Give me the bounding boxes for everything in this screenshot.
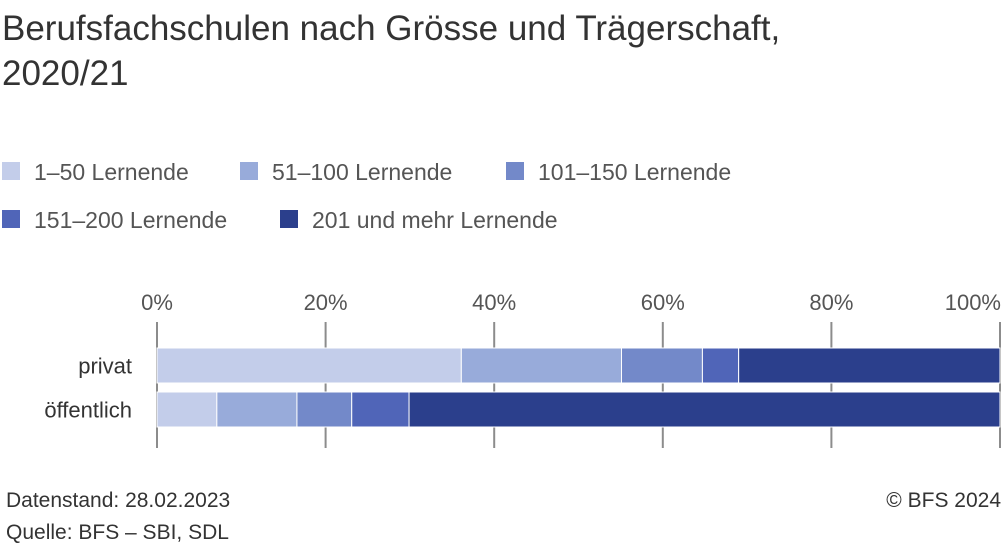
legend-swatch	[2, 210, 20, 228]
bar-segment	[738, 347, 1001, 384]
legend-label: 1–50 Lernende	[34, 159, 189, 185]
x-tick-label: 100%	[945, 290, 1001, 315]
chart-title-line: 2020/21	[2, 54, 129, 93]
bar-segment	[156, 391, 218, 428]
chart-title-line: Berufsfachschulen nach Grösse und Träger…	[2, 9, 780, 48]
x-tick-label: 80%	[809, 290, 853, 315]
x-tick-label: 0%	[141, 290, 173, 315]
bar-segment	[620, 347, 703, 384]
bar-segment	[156, 347, 462, 384]
footer: Datenstand: 28.02.2023 Quelle: BFS – SBI…	[6, 489, 1001, 544]
bar-segment	[351, 391, 410, 428]
legend-label: 151–200 Lernende	[34, 207, 227, 233]
copyright: © BFS 2024	[886, 489, 1001, 512]
category-label: öffentlich	[44, 398, 132, 423]
bar-segment	[216, 391, 298, 428]
x-tick-label: 40%	[472, 290, 516, 315]
bar-segment	[296, 391, 353, 428]
legend-swatch	[506, 162, 524, 180]
legend-swatch	[2, 162, 20, 180]
x-axis-ticks: 0% 20% 40% 60% 80% 100%	[141, 290, 1001, 315]
source-note: Quelle: BFS – SBI, SDL	[6, 521, 229, 544]
gridlines	[156, 322, 1001, 448]
category-labels: privat öffentlich	[44, 354, 132, 423]
bars	[156, 347, 1001, 428]
legend-swatch	[240, 162, 258, 180]
x-tick-label: 20%	[304, 290, 348, 315]
legend-swatch	[280, 210, 298, 228]
legend-label: 51–100 Lernende	[272, 159, 452, 185]
x-tick-label: 60%	[641, 290, 685, 315]
legend-label: 101–150 Lernende	[538, 159, 731, 185]
legend: 1–50 Lernende 51–100 Lernende 101–150 Lern…	[2, 159, 731, 233]
bar-segment	[701, 347, 740, 384]
bar-segment	[460, 347, 622, 384]
category-label: privat	[78, 354, 132, 379]
chart-title: Berufsfachschulen nach Grösse und Träger…	[2, 9, 780, 93]
legend-label: 201 und mehr Lernende	[312, 207, 558, 233]
data-status: Datenstand: 28.02.2023	[6, 489, 230, 512]
bar-segment	[408, 391, 1001, 428]
